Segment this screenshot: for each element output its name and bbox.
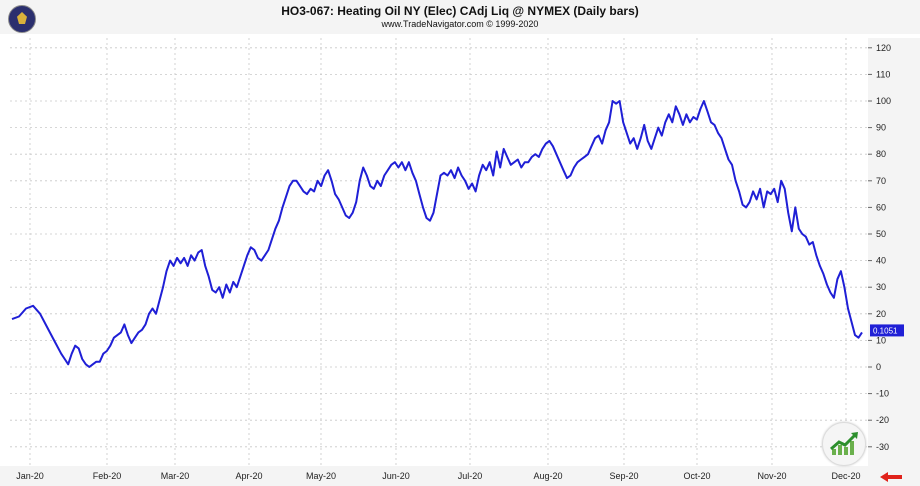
y-tick-label: 30 bbox=[876, 282, 886, 292]
x-tick-label: Jul-20 bbox=[458, 471, 483, 481]
last-value-label: 0.1051 bbox=[873, 326, 898, 335]
series-layer bbox=[11, 100, 863, 368]
y-tick-label: 120 bbox=[876, 43, 891, 53]
trade-navigator-logo-icon bbox=[8, 5, 36, 33]
price-line bbox=[11, 100, 863, 368]
y-tick-label: -30 bbox=[876, 442, 889, 452]
grid-layer bbox=[10, 38, 872, 466]
left-arrow-icon[interactable] bbox=[880, 472, 902, 482]
x-tick-label: Oct-20 bbox=[683, 471, 710, 481]
y-tick-label: 40 bbox=[876, 256, 886, 266]
trending-up-chart-icon[interactable] bbox=[822, 422, 866, 466]
chart-subtitle: www.TradeNavigator.com © 1999-2020 bbox=[381, 19, 539, 29]
chart-title: HO3-067: Heating Oil NY (Elec) CAdj Liq … bbox=[281, 4, 639, 18]
y-tick-label: -20 bbox=[876, 415, 889, 425]
y-tick-label: 10 bbox=[876, 335, 886, 345]
x-tick-label: Mar-20 bbox=[161, 471, 190, 481]
title-bar: HO3-067: Heating Oil NY (Elec) CAdj Liq … bbox=[0, 0, 920, 34]
y-tick-label: 0 bbox=[876, 362, 881, 372]
x-tick-label: Aug-20 bbox=[533, 471, 562, 481]
x-tick-label: May-20 bbox=[306, 471, 336, 481]
x-tick-label: Sep-20 bbox=[609, 471, 638, 481]
y-tick-label: 70 bbox=[876, 176, 886, 186]
x-tick-label: Jan-20 bbox=[16, 471, 44, 481]
x-tick-label: Nov-20 bbox=[757, 471, 786, 481]
last-value-badge: 0.1051 bbox=[870, 324, 904, 337]
y-tick-label: 100 bbox=[876, 96, 891, 106]
y-tick-label: 50 bbox=[876, 229, 886, 239]
x-tick-labels: Jan-20 Feb-20 Mar-20 Apr-20 May-20 Jun-20 Jul-… bbox=[16, 471, 860, 481]
date-axis[interactable] bbox=[0, 466, 920, 486]
plot-area[interactable] bbox=[10, 38, 868, 466]
x-tick-label: Feb-20 bbox=[93, 471, 122, 481]
x-tick-label: Apr-20 bbox=[235, 471, 262, 481]
y-tick-label: 20 bbox=[876, 309, 886, 319]
y-tick-label: 90 bbox=[876, 123, 886, 133]
x-tick-label: Dec-20 bbox=[831, 471, 860, 481]
last-value-badge-bg bbox=[870, 324, 904, 337]
y-tick-label: 80 bbox=[876, 149, 886, 159]
y-tick-label: 60 bbox=[876, 202, 886, 212]
y-tick-label: 110 bbox=[876, 69, 890, 79]
price-axis[interactable] bbox=[868, 38, 920, 466]
y-tick-label: -10 bbox=[876, 389, 889, 399]
x-tick-label: Jun-20 bbox=[382, 471, 410, 481]
